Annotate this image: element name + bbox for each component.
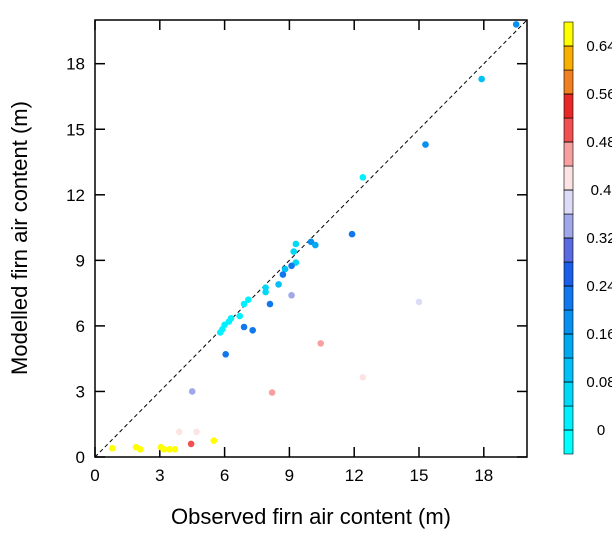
- colorbar-label: 0.08: [586, 374, 612, 391]
- plot-frame: [94, 19, 528, 458]
- y-tick-label: 15: [66, 120, 85, 139]
- y-tick-label: 12: [66, 186, 85, 205]
- y-tick-label: 0: [76, 448, 85, 467]
- x-tick-label: 3: [155, 466, 164, 485]
- colorbar-box: [563, 117, 574, 143]
- point: [108, 444, 116, 452]
- colorbar-label: 0.24: [586, 278, 612, 295]
- colorbar-box: [563, 165, 574, 191]
- colorbar-box: [563, 189, 574, 215]
- colorbar-box: [563, 69, 574, 95]
- x-tick-label: 18: [474, 466, 493, 485]
- point: [281, 265, 289, 273]
- point: [249, 326, 256, 334]
- colorbar-box: [563, 429, 574, 455]
- y-axis-label: Modelled firn air content (m): [7, 101, 32, 375]
- point: [348, 230, 356, 238]
- y-tick-label: 9: [76, 251, 85, 270]
- point: [240, 300, 248, 308]
- point: [317, 340, 325, 347]
- colorbar-box: [563, 213, 574, 239]
- colorbar-box: [563, 141, 574, 167]
- point: [166, 446, 173, 453]
- point: [266, 300, 274, 308]
- point: [193, 428, 200, 436]
- point: [292, 240, 300, 248]
- y-tick-label: 3: [76, 382, 85, 401]
- x-tick-label: 0: [90, 466, 99, 485]
- colorbar-box: [563, 21, 574, 47]
- point: [160, 446, 168, 453]
- point: [422, 141, 429, 148]
- colorbar-label: 0.4: [591, 182, 612, 199]
- colorbar-box: [563, 381, 574, 407]
- colorbar-label: 0.56: [586, 86, 612, 103]
- colorbar-box: [563, 333, 574, 359]
- point: [187, 440, 195, 448]
- x-tick-label: 9: [285, 466, 294, 485]
- point: [171, 446, 179, 453]
- x-axis-label: Observed firn air content (m): [171, 504, 451, 529]
- colorbar-box: [563, 309, 574, 335]
- point: [175, 428, 183, 436]
- y-tick-label: 6: [76, 317, 85, 336]
- point: [268, 389, 276, 396]
- point: [288, 262, 295, 270]
- point: [290, 248, 298, 255]
- colorbar-label: 0: [597, 422, 605, 439]
- point: [512, 21, 520, 28]
- colorbar-box: [563, 405, 574, 431]
- point: [359, 174, 367, 181]
- colorbar-label: 0.64: [586, 38, 612, 55]
- x-tick-label: 15: [410, 466, 429, 485]
- colorbar-box: [563, 45, 574, 71]
- x-tick-label: 6: [220, 466, 229, 485]
- x-tick-label: 12: [345, 466, 364, 485]
- point: [137, 446, 144, 453]
- colorbar-box: [563, 261, 574, 287]
- point: [478, 75, 485, 83]
- colorbar-label: 0.48: [586, 134, 612, 151]
- identity-line: [94, 19, 528, 458]
- point: [312, 241, 319, 249]
- point: [240, 323, 248, 331]
- point: [188, 388, 196, 395]
- point: [275, 281, 282, 288]
- point: [279, 271, 287, 278]
- point: [415, 298, 423, 306]
- point: [288, 292, 295, 299]
- point: [222, 351, 229, 358]
- point: [210, 437, 218, 444]
- colorbar-box: [563, 285, 574, 311]
- point: [245, 296, 252, 303]
- colorbar-box: [563, 357, 574, 383]
- point: [359, 373, 367, 381]
- colorbar-label: 0.32: [586, 230, 612, 247]
- point: [216, 329, 224, 336]
- colorbar-box: [563, 93, 574, 119]
- colorbar-label: 0.16: [586, 326, 612, 343]
- y-tick-label: 18: [66, 55, 85, 74]
- point: [236, 312, 244, 320]
- colorbar-box: [563, 237, 574, 263]
- point: [262, 288, 269, 296]
